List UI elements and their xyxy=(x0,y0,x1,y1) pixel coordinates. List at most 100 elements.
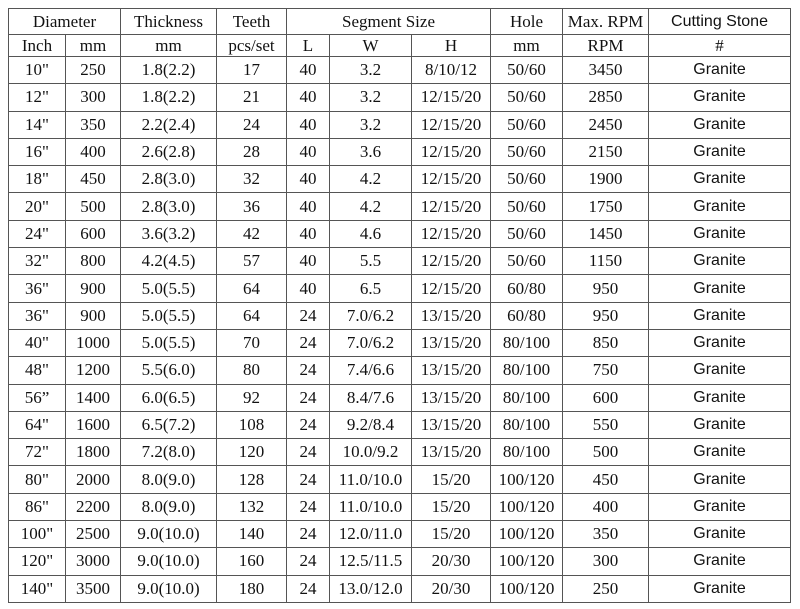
table-cell: 300 xyxy=(65,83,121,112)
table-cell: 9.2/8.4 xyxy=(329,410,412,440)
table-cell: 250 xyxy=(562,574,649,603)
table-cell: 24 xyxy=(286,574,330,603)
table-cell: 3.2 xyxy=(329,55,412,85)
table-cell: 12/15/20 xyxy=(411,83,491,112)
table-cell: 4.2 xyxy=(329,192,412,221)
table-cell: 40 xyxy=(286,55,330,85)
table-cell: Granite xyxy=(648,165,791,194)
table-cell: 2.8(3.0) xyxy=(120,165,217,194)
table-cell: 100/120 xyxy=(490,547,563,576)
table-cell: 24 xyxy=(216,110,287,139)
table-cell: 8.4/7.6 xyxy=(329,383,412,412)
table-cell: 2850 xyxy=(562,83,649,112)
table-cell: 3.2 xyxy=(329,110,412,139)
table-cell: Granite xyxy=(648,410,791,440)
table-cell: 5.5 xyxy=(329,247,412,276)
table-cell: Granite xyxy=(648,328,791,358)
table-cell: 17 xyxy=(216,55,287,85)
table-cell: 1900 xyxy=(562,165,649,194)
table-cell: 11.0/10.0 xyxy=(329,492,412,522)
table-row: 64" 1600 6.5(7.2) 108 24 9.2/8.4 13/15/20 80/10… xyxy=(8,410,791,440)
table-cell: 12/15/20 xyxy=(411,165,491,194)
table-row: 16" 400 2.6(2.8) 28 40 3.6 12/15/20 50/60 2150 Gr… xyxy=(8,137,791,167)
table-cell: 24" xyxy=(8,219,66,249)
table-row: 40" 1000 5.0(5.5) 70 24 7.0/6.2 13/15/20 80/100… xyxy=(8,328,791,358)
table-cell: 400 xyxy=(562,492,649,522)
table-cell: 15/20 xyxy=(411,492,491,522)
table-cell: 50/60 xyxy=(490,165,563,194)
table-cell: 18" xyxy=(8,165,66,194)
table-row: 100" 2500 9.0(10.0) 140 24 12.0/11.0 15/20 100/… xyxy=(8,520,791,549)
table-cell: 12/15/20 xyxy=(411,192,491,221)
table-cell: 800 xyxy=(65,247,121,276)
table-cell: 20/30 xyxy=(411,574,491,603)
table-cell: 12/15/20 xyxy=(411,110,491,139)
table-cell: 24 xyxy=(286,328,330,358)
table-cell: 64 xyxy=(216,301,287,330)
table-cell: 40 xyxy=(286,165,330,194)
table-row: 10" 250 1.8(2.2) 17 40 3.2 8/10/12 50/60 3450 Gra… xyxy=(8,55,791,85)
table-cell: 24 xyxy=(286,301,330,330)
table-cell: 40 xyxy=(286,137,330,167)
table-row: 36" 900 5.0(5.5) 64 24 7.0/6.2 13/15/20 60/80 95… xyxy=(8,301,791,330)
table-cell: 6.5 xyxy=(329,274,412,303)
header-thickness: Thickness xyxy=(120,8,217,35)
table-cell: 12/15/20 xyxy=(411,274,491,303)
table-cell: 64 xyxy=(216,274,287,303)
table-cell: 8/10/12 xyxy=(411,55,491,85)
table-row: 56” 1400 6.0(6.5) 92 24 8.4/7.6 13/15/20 80/100… xyxy=(8,383,791,412)
table-cell: 50/60 xyxy=(490,219,563,249)
table-cell: 9.0(10.0) xyxy=(120,547,217,576)
table-cell: 300 xyxy=(562,547,649,576)
table-cell: 12.5/11.5 xyxy=(329,547,412,576)
table-row: 72" 1800 7.2(8.0) 120 24 10.0/9.2 13/15/20 80/1… xyxy=(8,438,791,467)
subheader-hole-unit: mm xyxy=(490,34,563,57)
table-cell: 9.0(10.0) xyxy=(120,574,217,603)
table-cell: 600 xyxy=(65,219,121,249)
table-cell: 36 xyxy=(216,192,287,221)
table-row: 20" 500 2.8(3.0) 36 40 4.2 12/15/20 50/60 1750 Gr… xyxy=(8,192,791,221)
table-cell: 140 xyxy=(216,520,287,549)
table-cell: 4.6 xyxy=(329,219,412,249)
table-cell: Granite xyxy=(648,547,791,576)
subheader-h: H xyxy=(411,34,491,57)
table-cell: 13/15/20 xyxy=(411,410,491,440)
table-cell: 40 xyxy=(286,274,330,303)
table-cell: Granite xyxy=(648,274,791,303)
table-cell: 3.6(3.2) xyxy=(120,219,217,249)
table-cell: 80/100 xyxy=(490,438,563,467)
table-cell: 10.0/9.2 xyxy=(329,438,412,467)
table-row: 14" 350 2.2(2.4) 24 40 3.2 12/15/20 50/60 2450 Gr… xyxy=(8,110,791,139)
table-cell: 24 xyxy=(286,438,330,467)
table-cell: 7.0/6.2 xyxy=(329,301,412,330)
table-cell: 24 xyxy=(286,383,330,412)
table-cell: 80 xyxy=(216,356,287,385)
table-cell: 3.6 xyxy=(329,137,412,167)
table-cell: 5.0(5.5) xyxy=(120,274,217,303)
header-cutting-stone: Cutting Stone xyxy=(648,8,791,35)
table-cell: 850 xyxy=(562,328,649,358)
table-cell: 900 xyxy=(65,301,121,330)
saw-blade-spec-table: Diameter Thickness Teeth Segment Size Ho… xyxy=(8,8,791,603)
table-cell: 2200 xyxy=(65,492,121,522)
table-cell: 15/20 xyxy=(411,520,491,549)
table-cell: 160 xyxy=(216,547,287,576)
table-cell: 5.0(5.5) xyxy=(120,301,217,330)
table-cell: 40 xyxy=(286,110,330,139)
table-cell: 6.5(7.2) xyxy=(120,410,217,440)
header-teeth: Teeth xyxy=(216,8,287,35)
table-cell: 1750 xyxy=(562,192,649,221)
table-cell: Granite xyxy=(648,574,791,603)
table-cell: 3.2 xyxy=(329,83,412,112)
table-cell: 1600 xyxy=(65,410,121,440)
table-cell: 450 xyxy=(65,165,121,194)
table-cell: 5.5(6.0) xyxy=(120,356,217,385)
table-cell: 750 xyxy=(562,356,649,385)
table-row: 36" 900 5.0(5.5) 64 40 6.5 12/15/20 60/80 950 Gra… xyxy=(8,274,791,303)
table-cell: 128 xyxy=(216,465,287,494)
table-cell: 70 xyxy=(216,328,287,358)
table-cell: 80/100 xyxy=(490,356,563,385)
table-cell: 24 xyxy=(286,547,330,576)
table-cell: 1150 xyxy=(562,247,649,276)
header-segment-size: Segment Size xyxy=(286,8,491,35)
